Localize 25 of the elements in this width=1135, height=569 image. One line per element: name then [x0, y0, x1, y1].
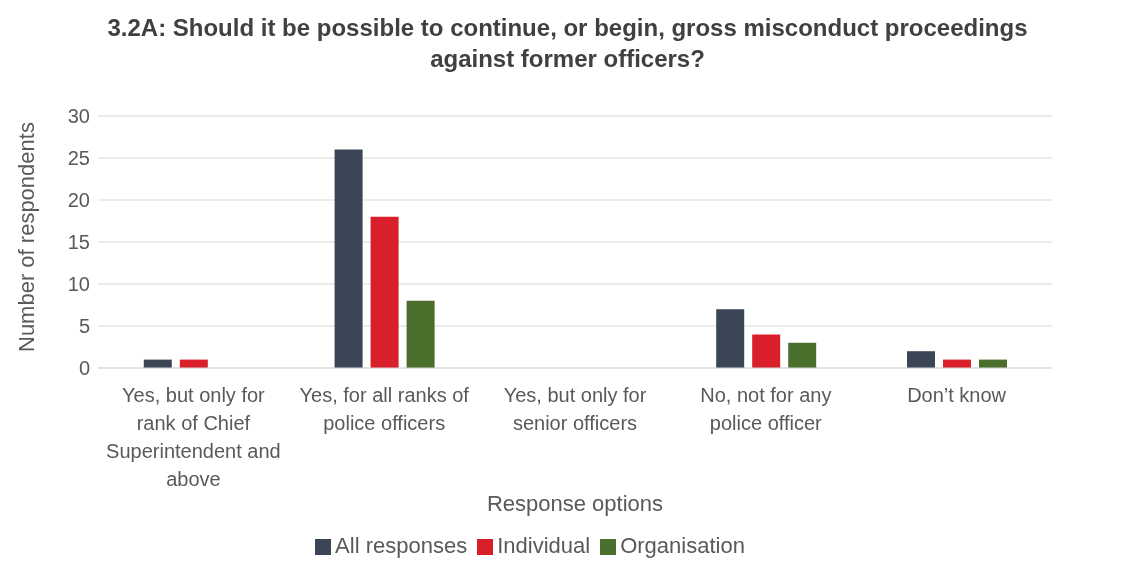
bar — [406, 300, 435, 368]
bar — [370, 216, 399, 368]
y-tick-label: 25 — [67, 147, 90, 170]
y-tick-label: 10 — [67, 273, 90, 296]
chart-title: 3.2A: Should it be possible to continue, or begin, gross misconduct proceedings against former officers? — [106, 13, 1029, 74]
y-tick-label: 20 — [67, 189, 90, 212]
x-tick-label: No, not for any police officer — [700, 384, 832, 434]
x-tick-label: Yes, for all ranks of police officers — [299, 384, 470, 434]
legend-label: Organisation — [620, 533, 745, 558]
bar — [334, 149, 363, 368]
x-axis-title: Response options — [486, 491, 664, 516]
y-tick-label: 0 — [78, 357, 90, 380]
bar — [906, 351, 935, 368]
bar — [716, 309, 745, 368]
legend-label: All responses — [335, 533, 468, 558]
bar — [752, 334, 781, 368]
x-tick-label: Don’t know — [907, 384, 1007, 406]
bar — [788, 342, 817, 368]
x-tick-label: Yes, but only for rank of Chief Superintendent and above — [106, 384, 281, 490]
y-tick-label: 15 — [67, 231, 90, 254]
legend-label: Individual — [497, 533, 591, 558]
y-tick-label: 30 — [67, 105, 90, 128]
y-axis-title: Number of respondents — [13, 122, 39, 352]
x-tick-label: Yes, but only for senior officers — [503, 384, 647, 434]
y-tick-label: 5 — [78, 315, 90, 338]
